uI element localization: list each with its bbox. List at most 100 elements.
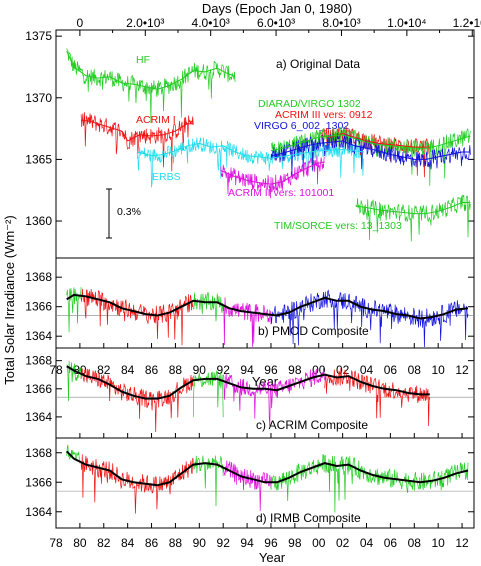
year-tick-label: 04	[360, 363, 374, 377]
year-tick-label: 10	[431, 363, 445, 377]
raw-trace	[222, 297, 272, 348]
panel-d-label: d) IRMB Composite	[256, 511, 361, 525]
top-tick-label: 0	[77, 16, 84, 30]
raw-data-traces	[66, 48, 471, 514]
year-tick-label: 88	[169, 363, 183, 377]
top-tick-label: 2.0•10³	[126, 16, 164, 30]
raw-trace	[270, 453, 469, 513]
series-label-acrim-1: ACRIM I	[136, 114, 176, 126]
raw-trace	[324, 368, 431, 427]
year-tick-label: 08	[408, 536, 422, 550]
series-label-tim-sorce: TIM/SORCE vers: 13_1303	[274, 220, 402, 232]
series-line	[81, 119, 194, 142]
raw-trace	[222, 367, 326, 428]
year-tick-label: 92	[217, 536, 231, 550]
y-tick-label: 1368	[25, 270, 52, 284]
raw-trace	[222, 460, 272, 512]
year-tick-label: 90	[193, 536, 207, 550]
year-tick-label: 12	[455, 536, 469, 550]
raw-trace	[66, 444, 82, 464]
scale-bar	[106, 188, 112, 239]
raw-trace	[66, 360, 82, 402]
year-tick-label: 84	[121, 536, 135, 550]
y-tick-label: 1364	[25, 505, 52, 519]
raw-trace	[270, 133, 471, 177]
axis-ticks: 0 2.0•10³ 4.0•10³ 6.0•10³ 8.0•10³ 1.0•10⁴ 1.2•…	[25, 16, 481, 550]
year-tick-label: 82	[97, 536, 111, 550]
year-tick-label: 02	[336, 363, 350, 377]
x-axis-title-inner: Year	[252, 374, 279, 389]
raw-trace	[355, 194, 471, 242]
raw-trace	[80, 112, 194, 172]
year-tick-label: 88	[169, 536, 183, 550]
series-line	[66, 50, 236, 90]
y-tick-label: 1366	[25, 475, 52, 489]
composite-line	[65, 450, 469, 487]
x-axis-title: Year	[259, 550, 286, 565]
series-line	[270, 140, 471, 160]
top-tick-label: 6.0•10³	[257, 16, 295, 30]
year-tick-label: 80	[73, 536, 87, 550]
raw-trace	[80, 454, 194, 514]
year-tick-label: 98	[288, 536, 302, 550]
year-tick-label: 06	[384, 363, 398, 377]
y-tick-label: 1368	[25, 446, 52, 460]
y-tick-label: 1375	[25, 29, 52, 43]
top-axis-title: Days (Epoch Jan 0, 1980)	[202, 1, 352, 16]
year-tick-label: 08	[408, 363, 422, 377]
series-label-hf: HF	[136, 54, 150, 66]
y-tick-label: 1368	[25, 354, 52, 368]
y-tick-label: 1366	[25, 382, 52, 396]
panel-d-frame	[55, 437, 475, 529]
year-tick-label: 10	[431, 536, 445, 550]
y-tick-label: 1364	[25, 329, 52, 343]
y-tick-label: 1360	[25, 214, 52, 228]
raw-trace	[220, 155, 325, 199]
year-tick-label: 04	[360, 536, 374, 550]
y-tick-label: 1364	[25, 410, 52, 424]
y-tick-label: 1365	[25, 152, 52, 166]
panel-c-label: c) ACRIM Composite	[256, 418, 368, 432]
year-tick-label: 86	[145, 363, 159, 377]
composite-line	[66, 293, 469, 320]
year-tick-label: 98	[288, 363, 302, 377]
year-tick-label: 00	[312, 536, 326, 550]
raw-trace	[66, 48, 236, 124]
top-tick-label: 8.0•10³	[322, 16, 360, 30]
series-label-diarad-virgo: DIARAD/VIRGO 1302	[258, 98, 361, 110]
series-line	[355, 202, 471, 215]
series-label-erbs: ERBS	[152, 171, 181, 183]
y-tick-label: 1366	[25, 300, 52, 314]
series-label-virgo: VIRGO 6_002_1302	[254, 120, 349, 132]
y-tick-label: 1370	[25, 91, 52, 105]
year-tick-label: 78	[49, 363, 63, 377]
year-tick-label: 90	[193, 363, 207, 377]
series-line	[220, 161, 325, 185]
series-label-acrim-2: ACRIM II vers: 101001	[228, 187, 334, 199]
year-tick-label: 94	[240, 536, 254, 550]
year-tick-label: 78	[49, 536, 63, 550]
series-label-acrim-3: ACRIM III vers: 0912	[275, 109, 373, 121]
series-line	[270, 134, 471, 152]
composite-line	[66, 365, 430, 400]
year-tick-label: 82	[97, 363, 111, 377]
panel-b-label: b) PMOD Composite	[258, 324, 369, 338]
year-tick-label: 12	[455, 363, 469, 377]
raw-trace	[192, 292, 224, 322]
top-tick-label: 1.0•10⁴	[387, 16, 426, 30]
y-axis-title: Total Solar Irradiance (Wm⁻²)	[2, 215, 17, 384]
raw-trace	[270, 289, 469, 348]
year-tick-label: 84	[121, 363, 135, 377]
top-tick-label: 1.2•10⁴	[453, 16, 481, 30]
year-tick-label: 06	[384, 536, 398, 550]
scale-bar-label: 0.3%	[117, 206, 141, 218]
panel-a-label: a) Original Data	[276, 57, 360, 71]
year-tick-label: 02	[336, 536, 350, 550]
raw-trace	[80, 368, 194, 433]
raw-trace	[80, 288, 194, 346]
year-tick-label: 96	[264, 363, 278, 377]
top-tick-label: 4.0•10³	[192, 16, 230, 30]
series-lines	[65, 50, 471, 487]
year-tick-label: 96	[264, 536, 278, 550]
